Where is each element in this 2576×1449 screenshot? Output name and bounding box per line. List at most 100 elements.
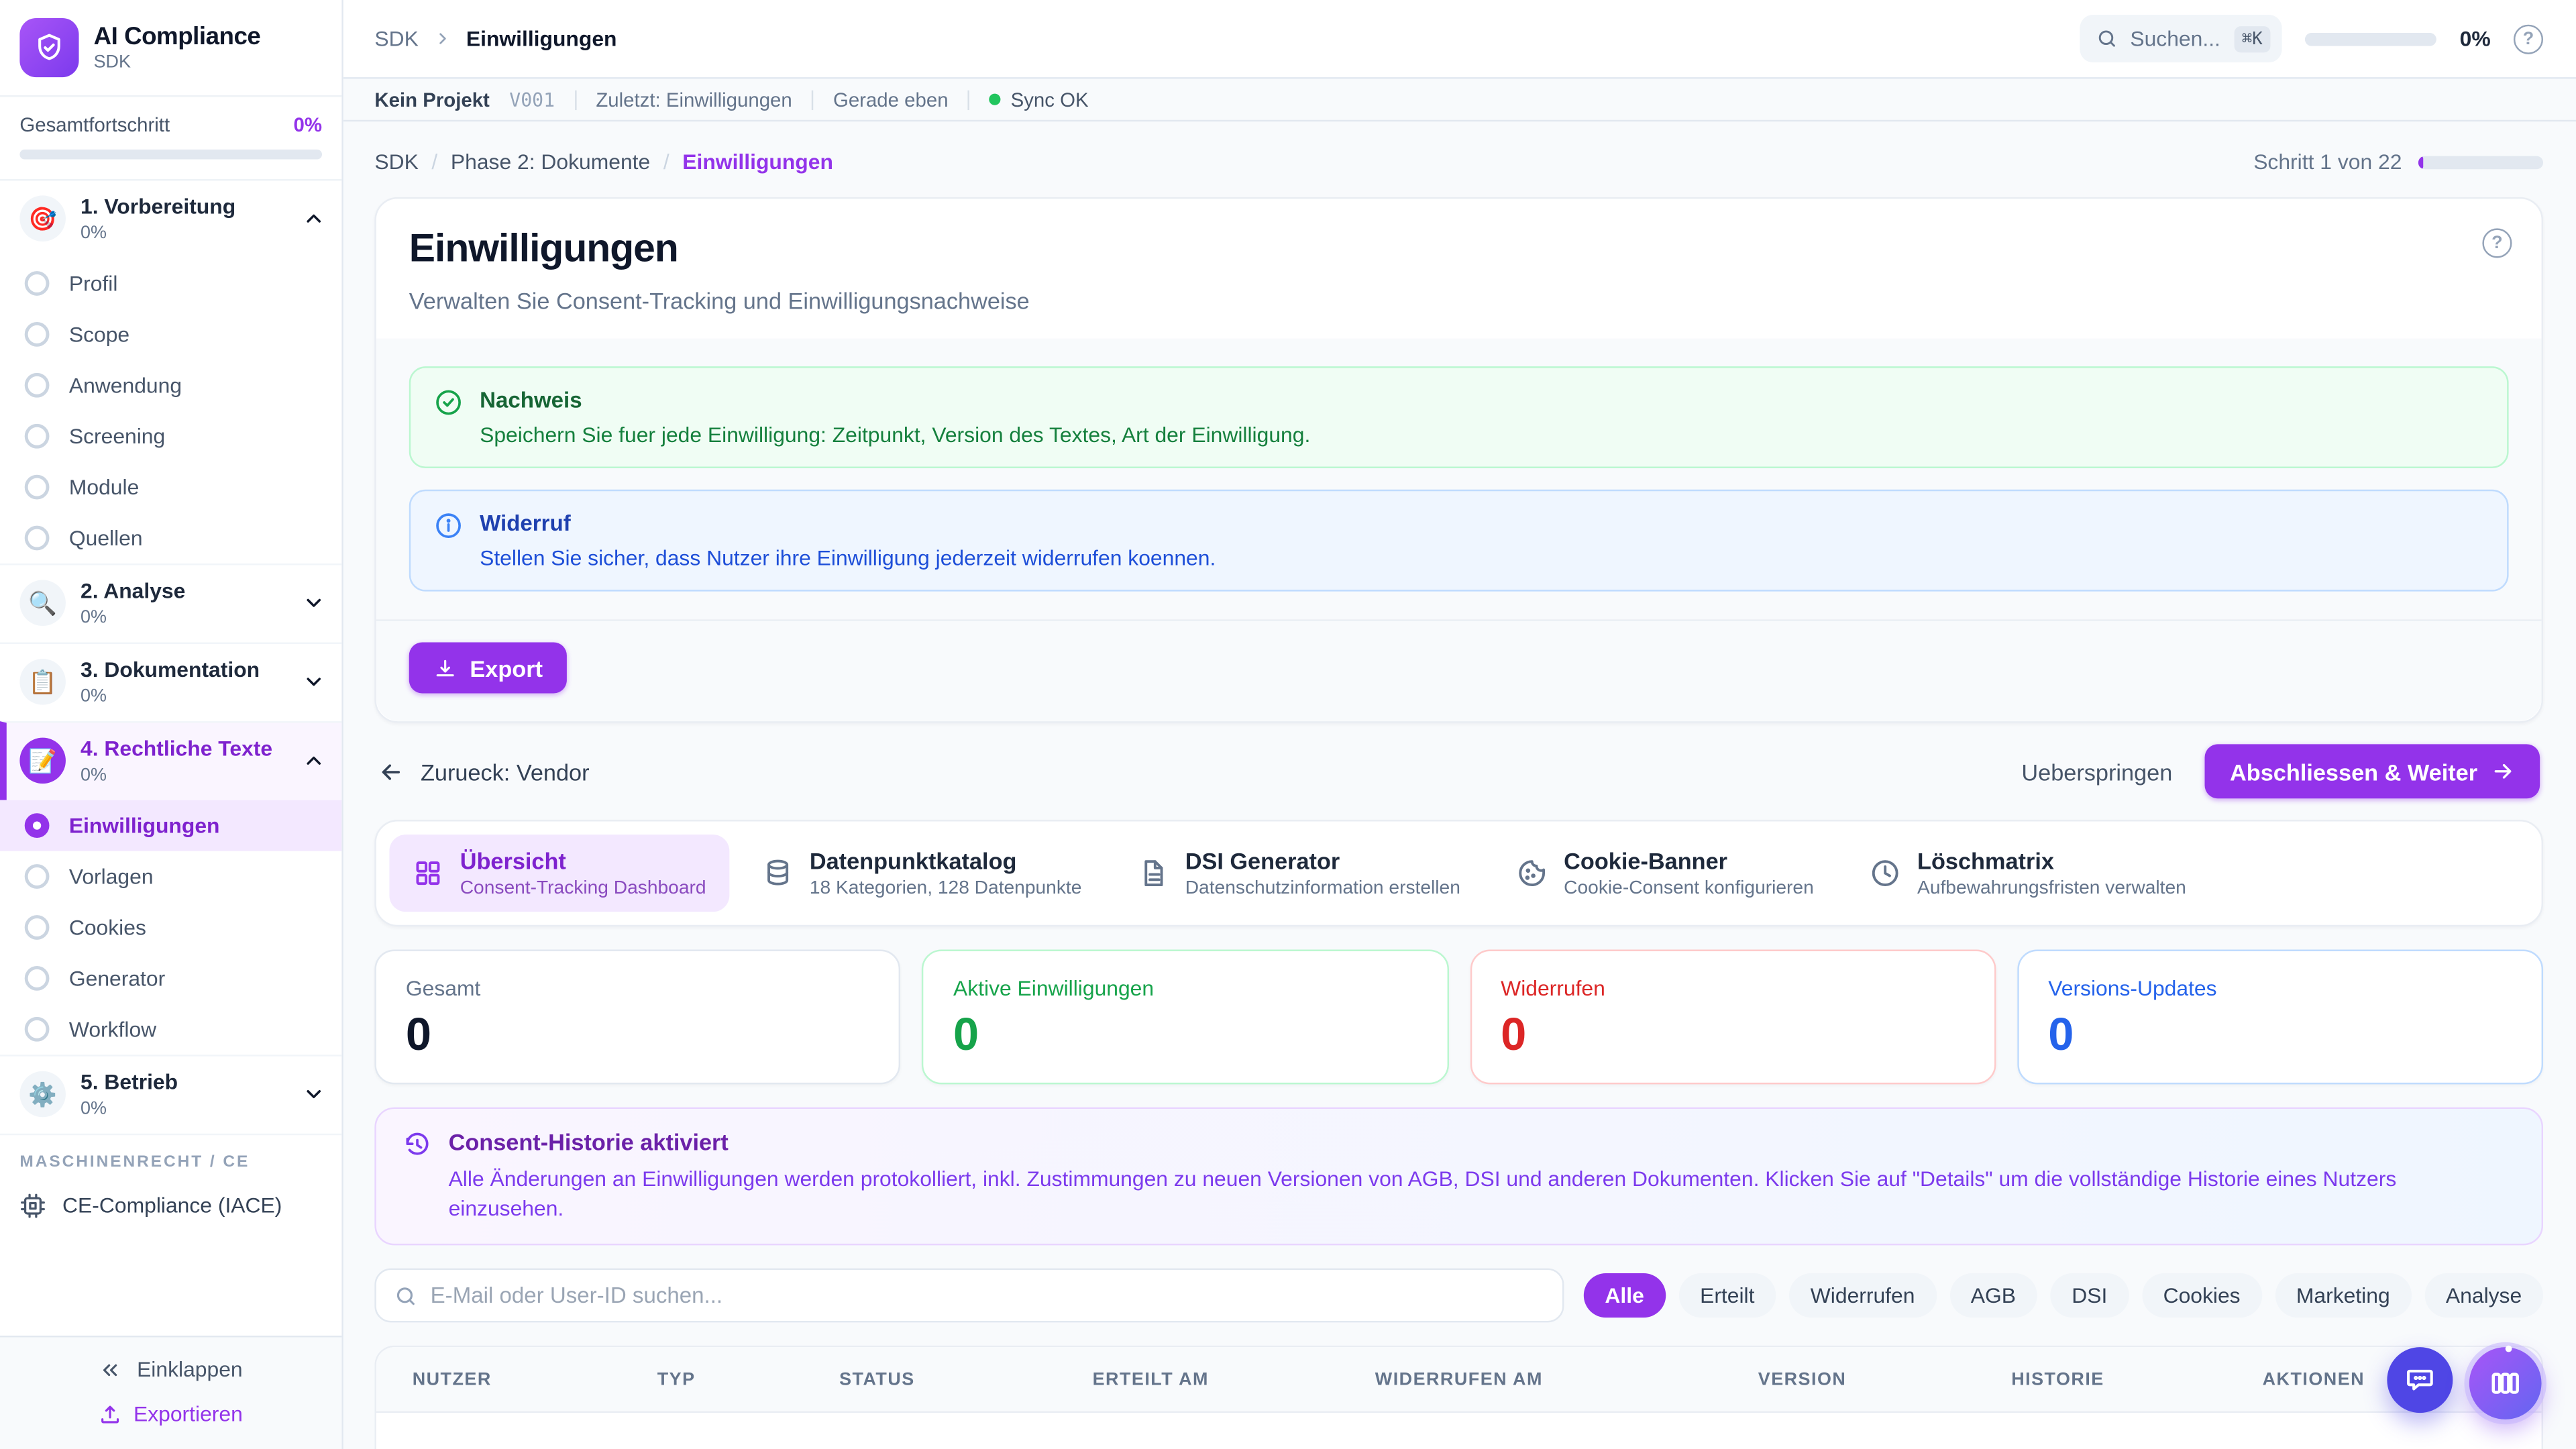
chip-marketing[interactable]: Marketing [2275, 1274, 2412, 1319]
user-search-input[interactable] [430, 1283, 1544, 1309]
grid-icon [413, 857, 444, 889]
radio-icon [24, 474, 50, 500]
radio-checked-icon [24, 812, 50, 838]
chevron-down-icon [303, 592, 325, 615]
sidebar-item-generator[interactable]: Generator [0, 953, 341, 1004]
last-saved-time: Gerade eben [833, 88, 949, 111]
column-status: STATUS [839, 1370, 915, 1390]
consents-card-footer: Export [376, 619, 2542, 722]
cpu-icon [19, 1192, 46, 1218]
tab-cookie-banner[interactable]: Cookie-Banner Cookie-Consent konfigurier… [1493, 835, 1837, 912]
wizard-breadcrumb: SDK / Phase 2: Dokumente / Einwilligunge… [374, 149, 2544, 174]
column-version: VERSION [1758, 1370, 1847, 1390]
chip-erteilt[interactable]: Erteilt [1678, 1274, 1776, 1319]
filter-chips: Alle Erteilt Widerrufen AGB DSI Cookies … [1583, 1274, 2544, 1319]
magnifier-icon: 🔍 [19, 580, 66, 627]
arrow-right-icon [2491, 759, 2516, 784]
radio-icon [24, 914, 50, 940]
chevron-up-icon [303, 208, 325, 231]
sidebar-item-screening[interactable]: Screening [0, 411, 341, 462]
stats-row: Gesamt 0 Aktive Einwilligungen 0 Widerru… [374, 949, 2544, 1085]
sidebar-section-vorbereitung[interactable]: 🎯 1. Vorbereitung 0% [0, 180, 341, 258]
table-header-row: NUTZER TYP STATUS ERTEILT AM WIDERRUFEN … [376, 1348, 2542, 1414]
upload-icon [99, 1402, 122, 1425]
chip-agb[interactable]: AGB [1949, 1274, 2037, 1319]
sidebar-section-dokumentation[interactable]: 📋 3. Dokumentation 0% [0, 642, 342, 720]
topbar-progress-bar [2305, 32, 2437, 46]
overall-progress: Gesamtfortschritt 0% [0, 97, 342, 181]
chip-analyse[interactable]: Analyse [2424, 1274, 2544, 1319]
tab-dsi-generator[interactable]: DSI Generator Datenschutzinformation ers… [1114, 835, 1483, 912]
chip-cookies[interactable]: Cookies [2141, 1274, 2262, 1319]
skip-button[interactable]: Ueberspringen [2021, 758, 2173, 785]
crumb-current: Einwilligungen [682, 149, 833, 174]
sidebar-item-einwilligungen[interactable]: Einwilligungen [0, 800, 342, 851]
user-search-field[interactable] [374, 1269, 1564, 1324]
export-button[interactable]: Export [409, 642, 568, 694]
last-visited: Zuletzt: Einwilligungen [596, 88, 792, 111]
step-indicator: Schritt 1 von 22 [2253, 150, 2544, 174]
notice-title: Nachweis [480, 387, 582, 413]
sidebar-item-profil[interactable]: Profil [0, 258, 341, 309]
crumb-phase[interactable]: Phase 2: Dokumente [450, 149, 651, 174]
sidebar-item-anwendung[interactable]: Anwendung [0, 360, 341, 411]
sidebar-section-analyse[interactable]: 🔍 2. Analyse 0% [0, 563, 342, 642]
step-navigation: Zurueck: Vendor Ueberspringen Abschliess… [378, 744, 2540, 799]
stat-widerrufen: Widerrufen 0 [1469, 949, 1996, 1085]
breadcrumb-root[interactable]: SDK [374, 26, 419, 51]
banner-text: Alle Änderungen an Einwilligungen werden… [448, 1167, 2397, 1222]
collapse-sidebar-button[interactable]: Einklappen [99, 1357, 243, 1382]
memo-icon: 📝 [19, 738, 66, 784]
section-title: 1. Vorbereitung [80, 193, 236, 219]
column-nutzer: NUTZER [412, 1370, 492, 1390]
sidebar-item-vorlagen[interactable]: Vorlagen [0, 851, 341, 902]
chip-widerrufen[interactable]: Widerrufen [1788, 1274, 1937, 1319]
column-widerrufen-am: WIDERRUFEN AM [1375, 1370, 1543, 1390]
sidebar-item-cookies[interactable]: Cookies [0, 902, 341, 953]
consents-card-body: Nachweis Speichern Sie fuer jede Einwill… [376, 338, 2542, 620]
chevron-right-icon [433, 30, 451, 48]
global-search-button[interactable]: Suchen... ⌘K [2079, 15, 2283, 63]
sidebar-item-quellen[interactable]: Quellen [0, 513, 341, 564]
column-aktionen: AKTIONEN [2262, 1370, 2365, 1390]
chevron-up-icon [303, 749, 325, 772]
sidebar-item-workflow[interactable]: Workflow [0, 1004, 341, 1055]
tab-loeschmatrix[interactable]: Löschmatrix Aufbewahrungsfristen verwalt… [1847, 835, 2209, 912]
finish-next-button[interactable]: Abschliessen & Weiter [2205, 744, 2540, 799]
subnav-tabs: Übersicht Consent-Tracking Dashboard Dat… [374, 820, 2544, 927]
divider [574, 89, 576, 109]
chip-alle[interactable]: Alle [1583, 1274, 1666, 1319]
tab-uebersicht[interactable]: Übersicht Consent-Tracking Dashboard [389, 835, 729, 912]
sidebar-item-ce-compliance[interactable]: CE-Compliance (IACE) [0, 1179, 341, 1235]
sync-status: Sync OK [989, 88, 1089, 111]
radio-icon [24, 321, 50, 347]
help-icon[interactable]: ? [2513, 23, 2544, 54]
project-name: Kein Projekt [374, 88, 490, 111]
topbar-breadcrumb: SDK Einwilligungen [374, 26, 616, 51]
radio-icon [24, 863, 50, 889]
sidebar-item-scope[interactable]: Scope [0, 309, 341, 360]
consents-card-header: Einwilligungen Verwalten Sie Consent-Tra… [376, 199, 2542, 338]
tab-datenpunktkatalog[interactable]: Datenpunktkatalog 18 Kategorien, 128 Dat… [739, 835, 1105, 912]
app-title: AI Compliance [93, 23, 261, 51]
back-button[interactable]: Zurueck: Vendor [378, 758, 590, 784]
filter-row: Alle Erteilt Widerrufen AGB DSI Cookies … [374, 1269, 2544, 1324]
notice-text: Stellen Sie sicher, dass Nutzer ihre Ein… [480, 545, 1216, 570]
board-view-fab[interactable] [2469, 1345, 2542, 1419]
consent-history-banner: Consent-Historie aktiviert Alle Änderung… [374, 1107, 2544, 1246]
sidebar-section-betrieb[interactable]: ⚙️ 5. Betrieb 0% [0, 1054, 342, 1133]
notice-title: Widerruf [480, 511, 571, 536]
chip-dsi[interactable]: DSI [2050, 1274, 2129, 1319]
sidebar-section-rechtliche-texte[interactable]: 📝 4. Rechtliche Texte 0% [0, 720, 342, 800]
crumb-sdk[interactable]: SDK [374, 149, 419, 174]
chat-fab[interactable] [2387, 1347, 2453, 1413]
consents-card: Einwilligungen Verwalten Sie Consent-Tra… [374, 197, 2544, 723]
shortcut-badge: ⌘K [2233, 25, 2271, 52]
search-icon [2096, 28, 2117, 50]
clipboard-icon: 📋 [19, 659, 66, 706]
overall-progress-label: Gesamtfortschritt [19, 113, 170, 137]
card-help-icon[interactable]: ? [2482, 228, 2512, 258]
sidebar-item-module[interactable]: Module [0, 462, 341, 513]
radio-icon [24, 270, 50, 296]
sidebar-export-button[interactable]: Exportieren [99, 1401, 243, 1426]
